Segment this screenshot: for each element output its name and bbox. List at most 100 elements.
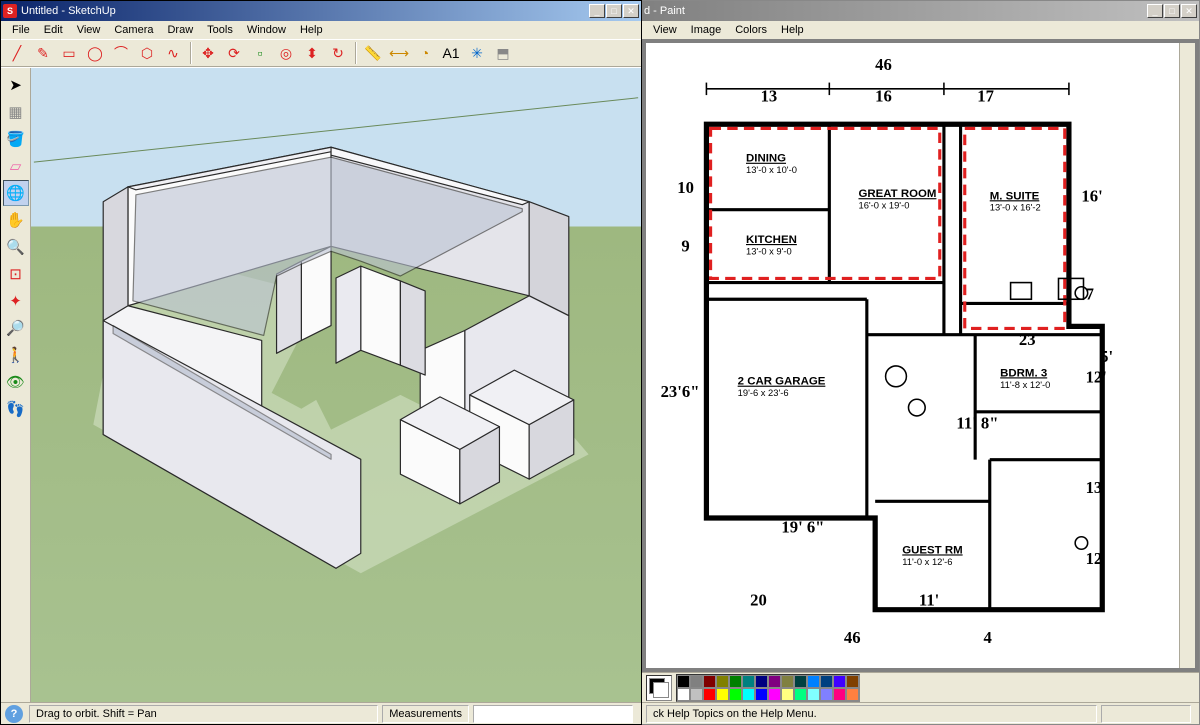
- palette-swatch[interactable]: [833, 675, 846, 688]
- orbit-icon[interactable]: 🌐: [3, 180, 29, 206]
- polygon-tool-icon[interactable]: ⬡: [135, 41, 159, 65]
- close-button[interactable]: ✕: [623, 4, 639, 18]
- toolbar-separator: [355, 42, 356, 64]
- zoom-window-icon[interactable]: ⊡: [3, 261, 29, 287]
- pan-icon[interactable]: ✋: [3, 207, 29, 233]
- menu-edit[interactable]: Edit: [37, 23, 70, 37]
- look-icon[interactable]: 👁: [3, 369, 29, 395]
- menu-window[interactable]: Window: [240, 23, 293, 37]
- model-3d: [31, 68, 641, 702]
- paint-menu-view[interactable]: View: [646, 23, 684, 37]
- sketchup-menubar: FileEditViewCameraDrawToolsWindowHelp: [1, 21, 641, 39]
- palette-swatch[interactable]: [729, 688, 742, 701]
- eraser-icon[interactable]: ▱: [3, 153, 29, 179]
- rectangle-tool-icon[interactable]: ▭: [57, 41, 81, 65]
- svg-text:11': 11': [919, 591, 939, 610]
- svg-text:13: 13: [1086, 478, 1103, 497]
- select-tool-icon[interactable]: ➤: [3, 72, 29, 98]
- tape-tool-icon[interactable]: 📏: [361, 41, 385, 65]
- menu-help[interactable]: Help: [293, 23, 330, 37]
- palette-swatch[interactable]: [833, 688, 846, 701]
- component-icon[interactable]: ▦: [3, 99, 29, 125]
- palette-swatch[interactable]: [716, 675, 729, 688]
- palette-swatch[interactable]: [781, 675, 794, 688]
- palette-swatch[interactable]: [807, 675, 820, 688]
- palette-swatch[interactable]: [716, 688, 729, 701]
- followme-tool-icon[interactable]: ↻: [326, 41, 350, 65]
- palette-swatch[interactable]: [755, 675, 768, 688]
- paint-menu-image[interactable]: Image: [684, 23, 729, 37]
- zoom-extents-icon[interactable]: ✦: [3, 288, 29, 314]
- pushpull-tool-icon[interactable]: ⬍: [300, 41, 324, 65]
- minimize-button[interactable]: _: [589, 4, 605, 18]
- paint-menu-colors[interactable]: Colors: [728, 23, 774, 37]
- line-tool-icon[interactable]: ╱: [5, 41, 29, 65]
- paint-canvas[interactable]: DINING13'-0 x 10'-0GREAT ROOM16'-0 x 19'…: [646, 43, 1179, 668]
- help-icon[interactable]: ?: [5, 705, 23, 723]
- axes-tool-icon[interactable]: ✳: [465, 41, 489, 65]
- menu-camera[interactable]: Camera: [107, 23, 160, 37]
- walk-icon[interactable]: 🚶: [3, 342, 29, 368]
- rotate-tool-icon[interactable]: ⟳: [222, 41, 246, 65]
- palette-swatch[interactable]: [846, 675, 859, 688]
- maximize-button[interactable]: □: [606, 4, 622, 18]
- paint-titlebar[interactable]: d - Paint _ □ ✕: [642, 1, 1199, 21]
- palette-swatch[interactable]: [768, 675, 781, 688]
- dimension-tool-icon[interactable]: ⟷: [387, 41, 411, 65]
- palette-swatch[interactable]: [703, 675, 716, 688]
- palette-swatch[interactable]: [703, 688, 716, 701]
- menu-view[interactable]: View: [70, 23, 108, 37]
- menu-draw[interactable]: Draw: [160, 23, 200, 37]
- protractor-tool-icon[interactable]: ◔: [413, 41, 437, 65]
- palette-swatch[interactable]: [755, 688, 768, 701]
- palette-swatch[interactable]: [846, 688, 859, 701]
- text-tool-icon[interactable]: A1: [439, 41, 463, 65]
- sketchup-toolbar: ╱✎▭◯⌒⬡∿ ✥⟳▫◎⬍↻ 📏⟷◔A1✳⬒: [1, 39, 641, 67]
- palette-swatch[interactable]: [729, 675, 742, 688]
- svg-text:16': 16': [1081, 186, 1102, 205]
- palette-swatch[interactable]: [820, 675, 833, 688]
- paint-close-button[interactable]: ✕: [1181, 4, 1197, 18]
- measurements-input[interactable]: [473, 705, 633, 723]
- palette-current-colors[interactable]: [646, 675, 672, 701]
- paint-maximize-button[interactable]: □: [1164, 4, 1180, 18]
- menu-file[interactable]: File: [5, 23, 37, 37]
- palette-swatch[interactable]: [794, 675, 807, 688]
- section-tool-icon[interactable]: ⬒: [491, 41, 515, 65]
- arc-tool-icon[interactable]: ⌒: [109, 41, 133, 65]
- move-tool-icon[interactable]: ✥: [196, 41, 220, 65]
- svg-text:12': 12': [1086, 368, 1107, 387]
- svg-text:GREAT ROOM: GREAT ROOM: [859, 188, 937, 200]
- status-hint: Drag to orbit. Shift = Pan: [29, 705, 378, 723]
- palette-swatch[interactable]: [807, 688, 820, 701]
- sketchup-titlebar[interactable]: S Untitled - SketchUp _ □ ✕: [1, 1, 641, 21]
- sketchup-app-icon: S: [3, 4, 17, 18]
- paint-title: d - Paint: [644, 5, 1147, 17]
- palette-swatch[interactable]: [781, 688, 794, 701]
- paint-vertical-scrollbar[interactable]: [1179, 43, 1195, 668]
- svg-text:11'-8 x 12'-0: 11'-8 x 12'-0: [1000, 380, 1050, 390]
- offset-tool-icon[interactable]: ◎: [274, 41, 298, 65]
- palette-swatch[interactable]: [794, 688, 807, 701]
- palette-swatch[interactable]: [677, 688, 690, 701]
- palette-swatch[interactable]: [742, 688, 755, 701]
- palette-swatch[interactable]: [690, 675, 703, 688]
- zoom-icon[interactable]: 🔍: [3, 234, 29, 260]
- position-icon[interactable]: 👣: [3, 396, 29, 422]
- paint-status-coord: [1101, 705, 1191, 723]
- previous-icon[interactable]: 🔎: [3, 315, 29, 341]
- palette-swatch[interactable]: [820, 688, 833, 701]
- scale-tool-icon[interactable]: ▫: [248, 41, 272, 65]
- pencil-tool-icon[interactable]: ✎: [31, 41, 55, 65]
- freehand-tool-icon[interactable]: ∿: [161, 41, 185, 65]
- palette-swatch[interactable]: [742, 675, 755, 688]
- paint-bucket-icon[interactable]: 🪣: [3, 126, 29, 152]
- palette-swatch[interactable]: [690, 688, 703, 701]
- sketchup-viewport[interactable]: [31, 68, 641, 702]
- paint-minimize-button[interactable]: _: [1147, 4, 1163, 18]
- circle-tool-icon[interactable]: ◯: [83, 41, 107, 65]
- palette-swatch[interactable]: [768, 688, 781, 701]
- paint-menu-help[interactable]: Help: [774, 23, 811, 37]
- palette-swatch[interactable]: [677, 675, 690, 688]
- menu-tools[interactable]: Tools: [200, 23, 240, 37]
